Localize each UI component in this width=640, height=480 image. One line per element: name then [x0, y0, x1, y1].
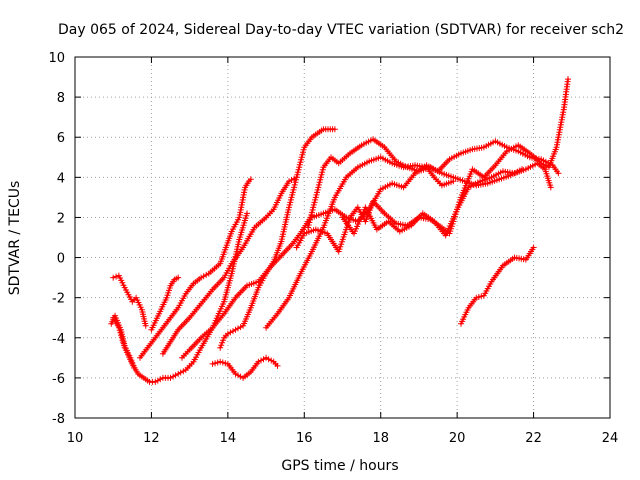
series-markers	[458, 244, 537, 327]
x-tick-label: 16	[296, 431, 313, 446]
series-pass-8	[209, 354, 281, 381]
y-tick-label: 0	[57, 252, 65, 267]
plot-frame	[74, 56, 611, 419]
y-tick-label: 8	[57, 91, 65, 106]
series-pass-14	[339, 160, 554, 239]
x-tick-label: 24	[602, 431, 619, 446]
y-axis-title: SDTVAR / TECUs	[7, 181, 23, 296]
series-markers	[110, 210, 250, 385]
y-tick-label: 10	[48, 51, 65, 66]
series-pass-15	[458, 244, 537, 327]
y-tick-label: -6	[52, 372, 65, 387]
x-tick-label: 14	[220, 431, 237, 446]
x-axis-title: GPS time / hours	[281, 458, 398, 474]
series-pass-9	[217, 126, 338, 351]
series-pass-4	[137, 176, 254, 361]
grid-layer	[75, 57, 610, 418]
y-tick-label: -8	[52, 412, 65, 427]
series-trace	[295, 78, 569, 253]
y-tick-label: 4	[57, 171, 65, 186]
series-markers	[217, 126, 338, 351]
series-markers	[339, 160, 554, 239]
chart-title: Day 065 of 2024, Sidereal Day-to-day VTE…	[58, 22, 624, 38]
series-markers	[110, 272, 149, 329]
x-tick-label: 10	[67, 431, 84, 446]
series-markers	[148, 274, 182, 333]
y-tick-label: -2	[52, 292, 65, 307]
series-layer	[108, 76, 571, 385]
series-markers	[305, 136, 526, 231]
series-pass-6	[159, 174, 300, 357]
series-pass-1	[110, 272, 149, 329]
x-tick-label: 22	[525, 431, 542, 446]
y-tick-label: 6	[57, 131, 65, 146]
series-pass-5	[148, 274, 182, 333]
series-pass-3	[110, 210, 250, 385]
series-pass-11	[305, 136, 526, 231]
y-tick-label: -4	[52, 332, 65, 347]
series-markers	[137, 176, 254, 361]
x-tick-label: 12	[143, 431, 160, 446]
series-markers	[293, 76, 571, 255]
series-markers	[209, 354, 281, 381]
x-tick-label: 20	[449, 431, 466, 446]
y-tick-label: 2	[57, 211, 65, 226]
series-pass-13	[293, 76, 571, 255]
x-tick-label: 18	[372, 431, 389, 446]
series-markers	[159, 174, 300, 357]
